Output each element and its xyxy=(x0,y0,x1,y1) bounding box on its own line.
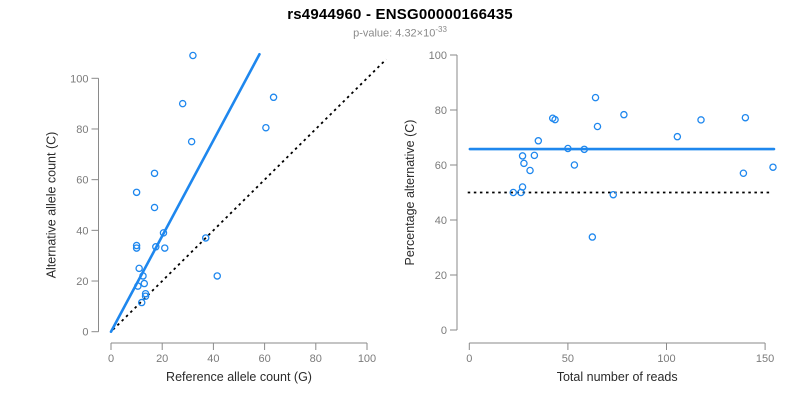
data-point xyxy=(741,113,750,122)
panel-allele-counts: 0 20 40 60 80 100 0 20 40 60 80 100 Reference allele… xyxy=(45,51,387,384)
data-point xyxy=(213,272,221,280)
data-point xyxy=(739,169,748,177)
data-point xyxy=(178,99,187,108)
y-tick-label: 80 xyxy=(435,105,447,117)
data-point xyxy=(132,241,141,250)
data-point xyxy=(518,152,527,160)
y-axis-label: Alternative allele count (C) xyxy=(45,132,59,279)
data-point xyxy=(140,279,149,288)
x-tick-label: 40 xyxy=(207,353,219,365)
data-point xyxy=(534,137,543,145)
x-axis-label: Total number of reads xyxy=(557,370,678,384)
data-point xyxy=(187,137,196,146)
data-point xyxy=(159,229,168,237)
y-tick-label: 100 xyxy=(429,50,447,62)
p-value-base: p-value: 4.32×10 xyxy=(353,27,436,40)
data-point xyxy=(150,169,159,178)
data-point xyxy=(564,144,572,153)
data-point xyxy=(141,292,150,300)
data-point xyxy=(620,110,628,119)
regression-line xyxy=(109,52,261,334)
data-point xyxy=(262,123,270,132)
data-point xyxy=(609,190,618,199)
x-tick-label: 20 xyxy=(156,353,168,365)
data-point xyxy=(551,115,559,124)
y-tick-label: 100 xyxy=(70,73,88,85)
data-point xyxy=(520,159,528,168)
data-point xyxy=(141,289,150,298)
plot-title: rs4944960 - ENSG00000166435 xyxy=(287,6,513,23)
data-point xyxy=(526,166,534,175)
data-point xyxy=(152,243,160,251)
y-tick-label: 40 xyxy=(435,215,447,227)
data-point xyxy=(269,93,278,102)
data-point xyxy=(570,161,579,169)
y-tick-label: 60 xyxy=(435,160,447,172)
data-point xyxy=(530,151,539,160)
data-point xyxy=(593,122,602,131)
y-tick-label: 40 xyxy=(76,225,88,237)
x-tick-label: 60 xyxy=(258,353,270,365)
data-point xyxy=(137,298,146,307)
data-point xyxy=(517,188,525,197)
data-point xyxy=(201,234,210,242)
x-tick-label: 80 xyxy=(310,353,322,365)
data-point xyxy=(673,132,682,141)
data-point xyxy=(134,282,142,290)
x-tick-label: 150 xyxy=(756,353,774,365)
x-tick-label: 100 xyxy=(657,353,675,365)
panel-percentage-vs-reads: 0 20 40 60 80 100 0 50 100 150 Total number of rea… xyxy=(403,50,777,384)
data-point xyxy=(189,51,197,60)
reference-dotted-line xyxy=(112,58,387,331)
data-point xyxy=(135,264,143,273)
data-point xyxy=(509,188,518,197)
y-axis-label: Percentage alternative (C) xyxy=(403,120,417,266)
p-value-exponent: -33 xyxy=(435,25,447,34)
data-point xyxy=(769,163,777,171)
data-point xyxy=(139,272,147,280)
y-tick-label: 60 xyxy=(76,175,88,187)
data-point xyxy=(697,116,705,124)
x-tick-label: 0 xyxy=(108,353,114,365)
y-tick-label: 20 xyxy=(435,270,447,282)
y-tick-label: 20 xyxy=(76,276,88,288)
data-point xyxy=(132,244,141,252)
y-tick-label: 0 xyxy=(82,327,88,339)
x-tick-label: 50 xyxy=(562,353,574,365)
data-point xyxy=(588,233,597,241)
x-tick-label: 100 xyxy=(358,353,376,365)
data-point xyxy=(591,93,600,102)
x-tick-label: 0 xyxy=(466,353,472,365)
data-point xyxy=(580,145,589,154)
y-tick-label: 0 xyxy=(441,325,447,337)
x-axis-label: Reference allele count (G) xyxy=(166,370,312,384)
p-value-subtitle: p-value: 4.32×10-33 xyxy=(0,25,800,40)
data-point xyxy=(132,188,141,197)
data-point xyxy=(150,203,159,212)
data-point xyxy=(161,244,169,252)
y-tick-label: 80 xyxy=(76,124,88,136)
